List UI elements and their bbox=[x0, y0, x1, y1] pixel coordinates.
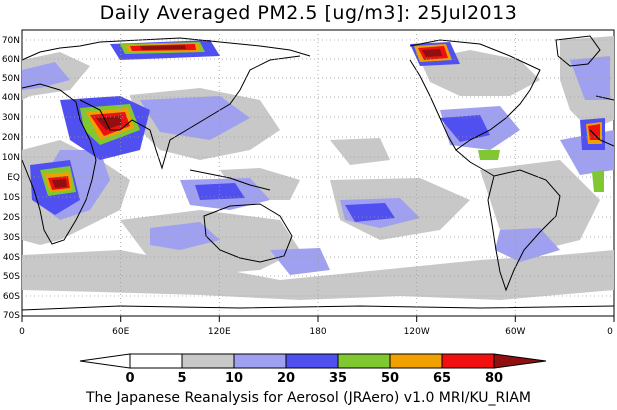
lat-label: 10N bbox=[2, 153, 20, 163]
colorbar-segment-35-50 bbox=[337, 353, 391, 369]
lon-label: 0 bbox=[19, 327, 25, 337]
colorbar-segment-0-5 bbox=[129, 353, 183, 369]
colorbar-label: 50 bbox=[381, 371, 399, 386]
lat-label: 40S bbox=[3, 253, 20, 263]
lat-label: 10S bbox=[3, 193, 20, 203]
footer-credit: The Japanese Reanalysis for Aerosol (JRA… bbox=[85, 390, 532, 406]
lat-label: 50N bbox=[2, 74, 20, 84]
colorbar-segment-10-20 bbox=[233, 353, 287, 369]
lat-label: 70N bbox=[2, 36, 20, 46]
lat-label: 50S bbox=[3, 272, 20, 282]
colorbar-label: 10 bbox=[225, 371, 243, 386]
lat-label: 20N bbox=[2, 133, 20, 143]
lat-label: 70S bbox=[3, 311, 20, 321]
lon-label: 60E bbox=[112, 327, 129, 337]
pm-layer-80-plus bbox=[52, 45, 442, 188]
colorbar-right-arrow bbox=[493, 353, 547, 369]
lat-label: 60N bbox=[2, 55, 20, 65]
colorbar-segment-20-35 bbox=[285, 353, 339, 369]
lat-label: 30N bbox=[2, 113, 20, 123]
colorbar-label: 0 bbox=[125, 371, 134, 386]
lon-label: 60W bbox=[505, 327, 525, 337]
colorbar-segment-65-80 bbox=[441, 353, 495, 369]
colorbar-label: 5 bbox=[177, 371, 186, 386]
lon-label: 120W bbox=[404, 327, 430, 337]
colorbar-label: 65 bbox=[433, 371, 451, 386]
lat-label: 30S bbox=[3, 233, 20, 243]
lat-label: EQ bbox=[7, 173, 20, 183]
colorbar-segment-50-65 bbox=[389, 353, 443, 369]
colorbar-label: 35 bbox=[329, 371, 347, 386]
lat-label: 40N bbox=[2, 93, 20, 103]
lat-label: 60S bbox=[3, 292, 20, 302]
lat-labels: 70N 60N 50N 40N 30N 20N 10N EQ 10S 20S 3… bbox=[2, 36, 20, 321]
colorbar-label: 80 bbox=[485, 371, 503, 386]
page-title: Daily Averaged PM2.5 [ug/m3]: 25Jul2013 bbox=[99, 2, 518, 24]
gridlines bbox=[22, 30, 614, 316]
colorbar-segment-5-10 bbox=[181, 353, 235, 369]
lon-labels: 0 60E 120E 180 120W 60W 0 bbox=[19, 327, 613, 337]
colorbar-left-arrow bbox=[79, 353, 131, 369]
axis-ticks bbox=[21, 316, 615, 322]
lat-label: 20S bbox=[3, 213, 20, 223]
lon-label: 0 bbox=[607, 327, 613, 337]
lon-label: 180 bbox=[309, 327, 326, 337]
colorbar-label: 20 bbox=[277, 371, 295, 386]
lon-label: 120E bbox=[208, 327, 231, 337]
